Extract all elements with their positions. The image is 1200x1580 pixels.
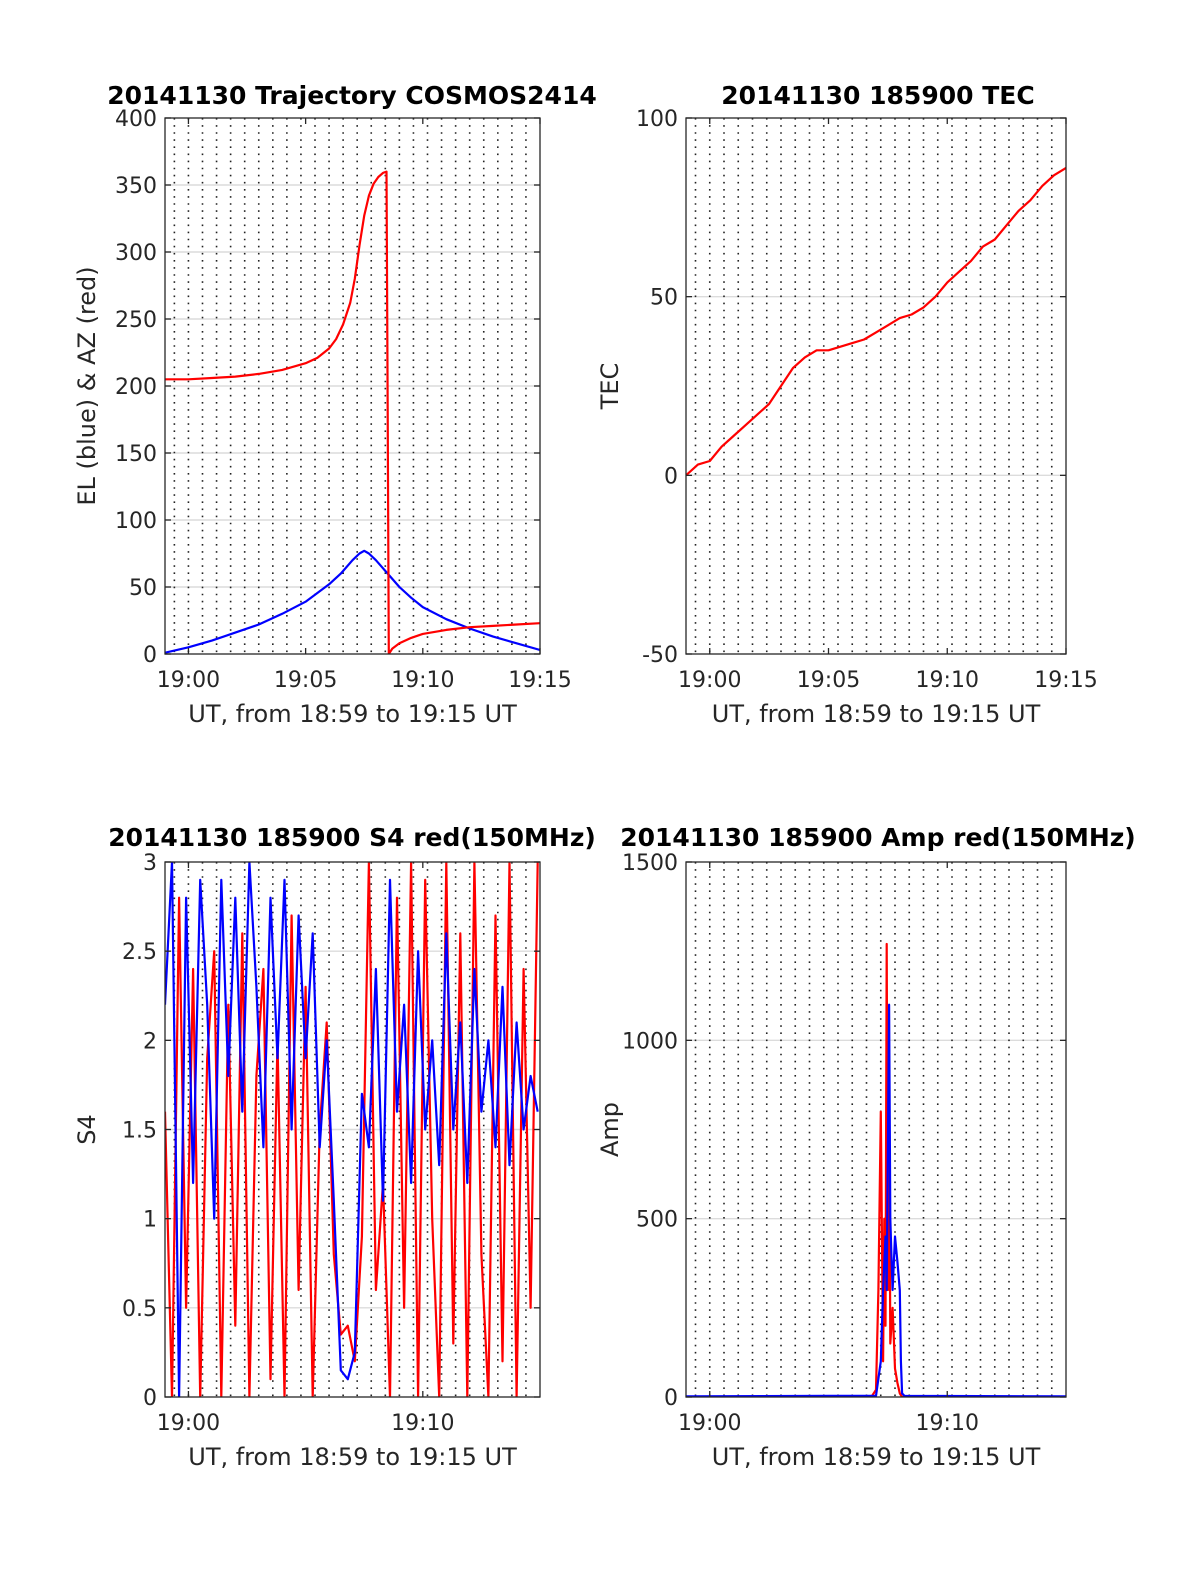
- amp-ylabel: Amp: [596, 1102, 624, 1157]
- tec-ytick-label: 0: [664, 464, 678, 489]
- s4-xtick-label: 19:00: [157, 1411, 220, 1436]
- tec-xtick-label: 19:00: [678, 668, 741, 693]
- tec-xtick-label: 19:05: [797, 668, 860, 693]
- trajectory-ytick-label: 0: [143, 643, 157, 668]
- tec-series-tec: [686, 167, 1066, 477]
- s4-title: 20141130 185900 S4 red(150MHz): [108, 823, 596, 852]
- trajectory-xlabel: UT, from 18:59 to 19:15 UT: [188, 700, 517, 728]
- s4-ytick-label: 2: [143, 1029, 157, 1054]
- tec-ytick-label: 100: [636, 107, 678, 132]
- s4-ytick-label: 1: [143, 1208, 157, 1233]
- amp-ytick-label: 500: [636, 1208, 678, 1233]
- trajectory-series-el: [165, 549, 540, 654]
- trajectory-series-az: [165, 170, 540, 654]
- s4-panel: 0 0.5 1 1.5 2 2.5 3 19:00 19:10 20141130 185900 S…: [73, 823, 596, 1471]
- trajectory-xtick-label: 19:00: [157, 668, 220, 693]
- trajectory-title: 20141130 Trajectory COSMOS2414: [107, 81, 597, 110]
- amp-ytick-label: 1500: [622, 851, 678, 876]
- tec-xtick-label: 19:10: [916, 668, 979, 693]
- trajectory-xtick-label: 19:15: [508, 668, 571, 693]
- amp-ytick-label: 0: [664, 1386, 678, 1411]
- trajectory-ytick-label: 200: [115, 375, 157, 400]
- tec-panel: -50 0 50 100 19:00 19:05 19:10 19:15 20141130 18…: [596, 81, 1098, 728]
- s4-xlabel: UT, from 18:59 to 19:15 UT: [188, 1443, 517, 1471]
- trajectory-ytick-label: 100: [115, 509, 157, 534]
- s4-ytick-label: 0.5: [122, 1297, 157, 1322]
- s4-ytick-label: 3: [143, 851, 157, 876]
- trajectory-ytick-label: 50: [129, 576, 157, 601]
- s4-ytick-label: 2.5: [122, 940, 157, 965]
- trajectory-ytick-label: 250: [115, 308, 157, 333]
- trajectory-xtick-label: 19:10: [391, 668, 454, 693]
- amp-panel: 0 500 1000 1500 19:00 19:10 20141130 185900 Am…: [596, 823, 1136, 1471]
- amp-series-amp-blue: [686, 1003, 1066, 1397]
- amp-xtick-label: 19:10: [916, 1411, 979, 1436]
- tec-ylabel: TEC: [596, 363, 624, 411]
- trajectory-ytick-label: 350: [115, 174, 157, 199]
- trajectory-ytick-label: 150: [115, 442, 157, 467]
- trajectory-panel: 0 50 100 150 200 250 300 350 400 19:00 19:05 19:10 1…: [73, 81, 597, 728]
- tec-ytick-label: -50: [642, 643, 678, 668]
- tec-ytick-label: 50: [650, 286, 678, 311]
- amp-ytick-label: 1000: [622, 1029, 678, 1054]
- tec-title: 20141130 185900 TEC: [721, 81, 1034, 110]
- s4-ylabel: S4: [73, 1114, 101, 1145]
- tec-axes-frame: [685, 117, 1067, 655]
- amp-xlabel: UT, from 18:59 to 19:15 UT: [712, 1443, 1041, 1471]
- s4-ytick-label: 0: [143, 1386, 157, 1411]
- s4-xtick-label: 19:10: [391, 1411, 454, 1436]
- s4-ytick-label: 1.5: [122, 1119, 157, 1144]
- trajectory-ytick-label: 300: [115, 241, 157, 266]
- amp-axes-frame: [685, 861, 1067, 1398]
- s4-series-s4-blue: [165, 862, 539, 1397]
- trajectory-ylabel: EL (blue) & AZ (red): [73, 266, 101, 505]
- trajectory-ytick-label: 400: [115, 107, 157, 132]
- trajectory-xtick-label: 19:05: [274, 668, 337, 693]
- tec-xlabel: UT, from 18:59 to 19:15 UT: [712, 700, 1041, 728]
- tec-xtick-label: 19:15: [1034, 668, 1097, 693]
- amp-xtick-label: 19:00: [678, 1411, 741, 1436]
- amp-title: 20141130 185900 Amp red(150MHz): [620, 823, 1136, 852]
